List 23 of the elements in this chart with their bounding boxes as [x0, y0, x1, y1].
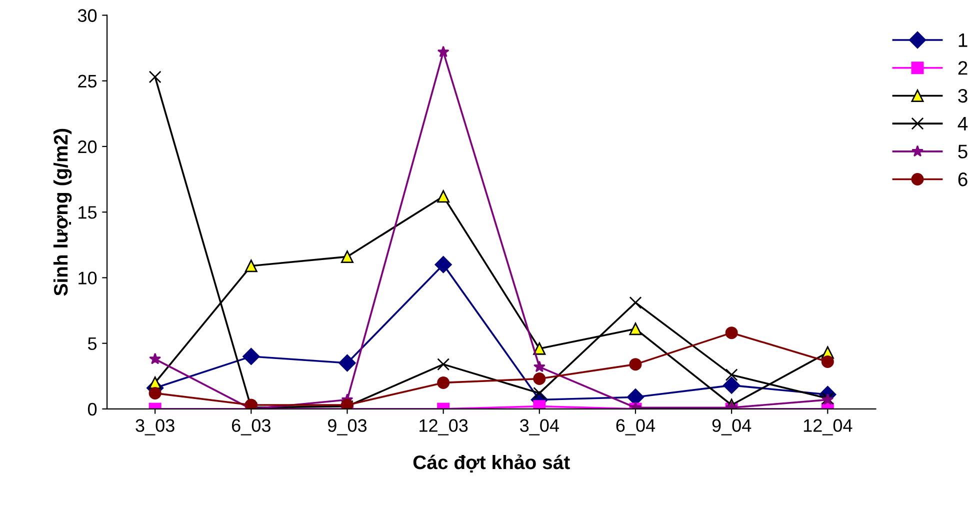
x-tick-label: 3_03 — [136, 419, 174, 436]
y-tick-label: 15 — [78, 206, 97, 219]
y-tick-label: 10 — [78, 272, 97, 284]
y-tick-label: 30 — [78, 9, 97, 22]
legend-label: 5 — [958, 144, 968, 158]
legend-label: 3 — [958, 88, 968, 103]
x-tick-label: 9_03 — [328, 419, 367, 436]
x-tick-label: 6_04 — [616, 419, 656, 436]
y-tick-label: 5 — [88, 337, 97, 350]
x-tick-label: 9_04 — [712, 419, 752, 436]
y-tick-label: 20 — [78, 140, 97, 154]
legend-label: 6 — [958, 172, 968, 186]
y-tick-label: 0 — [88, 402, 97, 416]
legend-label: 4 — [958, 117, 968, 130]
x-tick-label: 3_04 — [520, 419, 559, 436]
x-tick-label: 12_03 — [420, 419, 468, 436]
x-tick-label: 12_04 — [804, 419, 852, 436]
legend-label: 1 — [958, 33, 968, 47]
x-tick-label: 6_03 — [232, 419, 270, 436]
y-axis-title: Sinh lượng (g/m2) — [53, 128, 72, 296]
y-tick-label: 25 — [78, 74, 97, 88]
legend-label: 2 — [958, 61, 968, 75]
x-axis-title: Các đợt khảo sát — [413, 454, 570, 473]
